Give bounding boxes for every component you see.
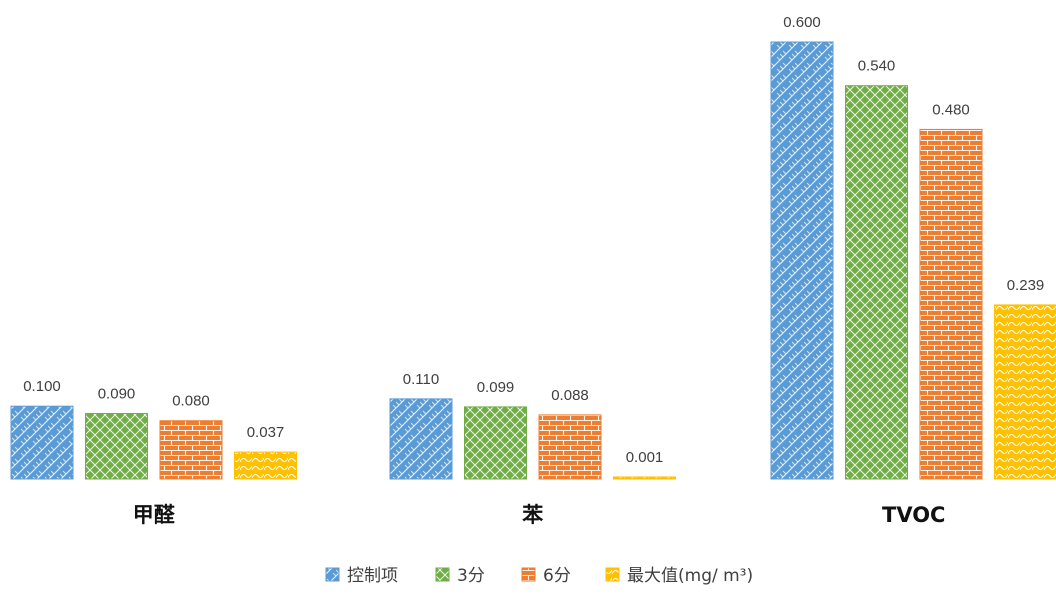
bar-1-1: [464, 406, 527, 480]
category-label-1: 苯: [521, 503, 543, 527]
data-label-1-2: 0.088: [551, 387, 589, 404]
data-label-2-3: 0.239: [1007, 277, 1045, 294]
data-label-0-0: 0.100: [23, 378, 61, 395]
bar-0-1: [85, 412, 148, 480]
legend-swatch-1: [435, 567, 450, 582]
category-label-0: 甲醛: [133, 503, 176, 527]
data-label-1-1: 0.099: [477, 379, 515, 396]
bar-0-3: [234, 451, 297, 480]
bar-2-2: [919, 128, 983, 480]
category-labels-layer: 甲醛 苯 TVOC: [133, 503, 946, 527]
bar-1-2: [538, 414, 602, 480]
data-label-1-3: 0.001: [626, 449, 664, 466]
data-label-2-2: 0.480: [932, 101, 970, 118]
category-label-2: TVOC: [882, 503, 945, 527]
legend-label-1: 3分: [457, 566, 485, 586]
data-label-2-0: 0.600: [783, 14, 821, 31]
data-label-1-0: 0.110: [403, 371, 439, 388]
bar-1-3: [613, 476, 676, 480]
legend-swatch-0: [325, 567, 340, 582]
bar-2-1: [845, 85, 908, 480]
data-label-0-3: 0.037: [247, 424, 285, 441]
bar-0-2: [159, 420, 223, 480]
legend-swatch-2: [521, 567, 536, 582]
legend-label-0: 控制项: [347, 566, 398, 586]
legend-swatch-3: [605, 567, 620, 582]
bars-layer: [10, 41, 1056, 480]
bar-2-0: [770, 41, 834, 480]
legend-label-2: 6分: [543, 566, 571, 586]
data-label-0-2: 0.080: [172, 393, 210, 410]
legend: 控制项 3分 6分 最大值(mg/ m³): [325, 566, 753, 586]
data-label-0-1: 0.090: [98, 385, 136, 402]
bar-2-3: [994, 304, 1056, 480]
value-labels-layer: 0.100 0.110 0.600 0.090 0.099 0.540 0.080 0.088…: [23, 14, 1044, 466]
bar-0-0: [10, 405, 74, 480]
data-label-2-1: 0.540: [858, 58, 896, 75]
bar-1-0: [389, 398, 453, 480]
legend-label-3: 最大值(mg/ m³): [627, 566, 753, 586]
